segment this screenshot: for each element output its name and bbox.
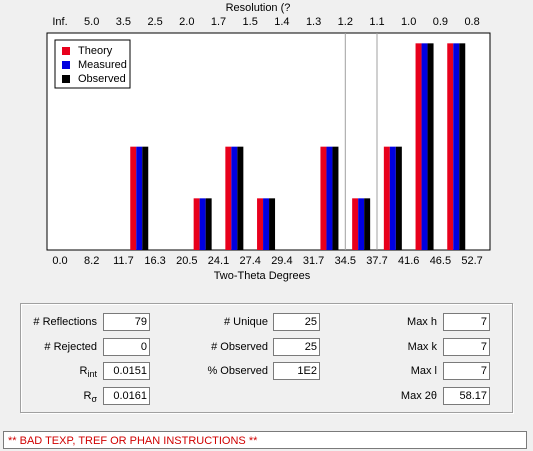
x-tick-label: 27.4	[239, 255, 260, 267]
bar	[257, 198, 264, 250]
bar	[130, 146, 137, 250]
field-value: 1E2	[273, 362, 320, 380]
bar	[459, 43, 466, 251]
bar	[199, 198, 206, 250]
field-label: # Unique	[223, 316, 268, 328]
bar	[352, 198, 359, 250]
bar	[383, 146, 390, 250]
x-tick-label: 46.5	[430, 255, 451, 267]
bar	[427, 43, 434, 251]
bar	[231, 146, 238, 250]
bar	[358, 198, 365, 250]
x-tick-label: 16.3	[144, 255, 165, 267]
field-value: 25	[273, 313, 320, 331]
top-tick-label: 0.8	[464, 16, 479, 28]
x-tick-label: 0.0	[52, 255, 67, 267]
x-tick-label: 11.7	[113, 255, 134, 267]
legend-swatch	[62, 61, 70, 69]
bar	[421, 43, 428, 251]
top-tick-label: 1.5	[243, 16, 258, 28]
x-tick-label: 41.6	[398, 255, 419, 267]
bar	[332, 146, 339, 250]
field-label: Max l	[410, 365, 437, 377]
x-tick-label: 8.2	[84, 255, 99, 267]
x-tick-label: 37.7	[366, 255, 387, 267]
bar	[193, 198, 200, 250]
field-label: % Observed	[207, 365, 268, 377]
bar	[142, 146, 149, 250]
field-label: # Reflections	[33, 316, 97, 328]
top-tick-label: 1.7	[211, 16, 226, 28]
bar	[389, 146, 396, 250]
x-tick-label: 34.5	[335, 255, 356, 267]
top-tick-label: 3.5	[116, 16, 131, 28]
x-tick-label: 20.5	[176, 255, 197, 267]
x-tick-label: 24.1	[208, 255, 229, 267]
field-value: 79	[103, 313, 150, 331]
status-bar: ** BAD TEXP, TREF OR PHAN INSTRUCTIONS *…	[3, 431, 527, 449]
bar	[237, 146, 244, 250]
top-tick-label: 0.9	[433, 16, 448, 28]
legend-swatch	[62, 75, 70, 83]
x-axis-title: Two-Theta Degrees	[214, 270, 311, 282]
legend-label: Observed	[78, 73, 126, 85]
top-tick-label: 1.1	[369, 16, 384, 28]
top-tick-label: Inf.	[52, 16, 67, 28]
field-value: 7	[443, 337, 490, 356]
bar	[263, 198, 270, 250]
top-tick-label: 1.3	[306, 16, 321, 28]
legend-label: Theory	[78, 45, 113, 57]
bar	[326, 146, 333, 250]
chart: Resolution (? Two-Theta Degrees 0.0 8.2 11…	[46, 2, 491, 282]
field-label: Rσ	[0, 387, 97, 405]
field-label: R	[79, 365, 88, 377]
bar	[269, 198, 276, 250]
bar	[364, 198, 371, 250]
x-tick-label: 52.7	[461, 255, 482, 267]
bar	[320, 146, 327, 250]
x-tick-label: 29.4	[271, 255, 292, 267]
field-label: Max 2θ	[400, 389, 437, 402]
legend-label: Measured	[78, 59, 127, 71]
field-value: 25	[273, 337, 320, 356]
bar	[415, 43, 422, 251]
field-label: # Observed	[211, 340, 268, 353]
field-label: Max h	[407, 316, 437, 328]
field-value: 7	[443, 313, 490, 331]
bar	[136, 146, 143, 250]
top-tick-label: 1.4	[274, 16, 289, 28]
top-tick-label: 1.0	[401, 16, 416, 28]
bar	[395, 146, 402, 250]
bar	[205, 198, 212, 250]
field-label-sub: σ	[91, 393, 97, 404]
bar	[225, 146, 232, 250]
top-axis-title: Resolution (?	[226, 2, 291, 14]
top-tick-label: 5.0	[84, 16, 99, 28]
field-label-sub: int	[87, 369, 97, 380]
field-label: Rint	[0, 362, 97, 380]
bar	[453, 43, 460, 251]
field-label: # Rejected	[44, 340, 97, 353]
field-label: Max k	[407, 340, 437, 353]
field-value: 0.0161	[103, 386, 150, 405]
field-value: 0	[103, 337, 150, 356]
field-value: 58.17	[443, 386, 490, 405]
top-tick-label: 1.2	[338, 16, 353, 28]
field-label: R	[83, 389, 92, 402]
stats-group	[20, 303, 513, 413]
top-tick-label: 2.5	[147, 16, 162, 28]
legend-swatch	[62, 47, 70, 55]
top-tick-label: 2.0	[179, 16, 194, 28]
x-tick-label: 31.7	[303, 255, 324, 267]
field-value: 0.0151	[103, 362, 150, 380]
bar	[447, 43, 454, 251]
field-value: 7	[443, 362, 490, 380]
